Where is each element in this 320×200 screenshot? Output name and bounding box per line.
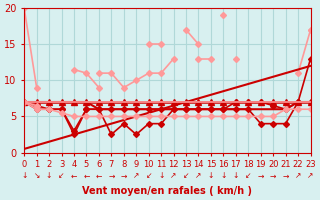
Text: ↓: ↓ — [46, 171, 52, 180]
Text: ↓: ↓ — [220, 171, 227, 180]
Text: →: → — [270, 171, 276, 180]
Text: ↓: ↓ — [233, 171, 239, 180]
Text: ↙: ↙ — [183, 171, 189, 180]
Text: ↙: ↙ — [58, 171, 65, 180]
Text: ↗: ↗ — [133, 171, 140, 180]
Text: →: → — [108, 171, 115, 180]
Text: →: → — [121, 171, 127, 180]
Text: ↘: ↘ — [34, 171, 40, 180]
Text: ↙: ↙ — [245, 171, 252, 180]
Text: ↙: ↙ — [146, 171, 152, 180]
Text: ↓: ↓ — [208, 171, 214, 180]
Text: →: → — [258, 171, 264, 180]
Text: ←: ← — [96, 171, 102, 180]
Text: ↗: ↗ — [295, 171, 301, 180]
X-axis label: Vent moyen/en rafales ( km/h ): Vent moyen/en rafales ( km/h ) — [82, 186, 252, 196]
Text: ↗: ↗ — [170, 171, 177, 180]
Text: ←: ← — [83, 171, 90, 180]
Text: ↓: ↓ — [158, 171, 164, 180]
Text: ←: ← — [71, 171, 77, 180]
Text: →: → — [283, 171, 289, 180]
Text: ↗: ↗ — [307, 171, 314, 180]
Text: ↓: ↓ — [21, 171, 28, 180]
Text: ↗: ↗ — [195, 171, 202, 180]
